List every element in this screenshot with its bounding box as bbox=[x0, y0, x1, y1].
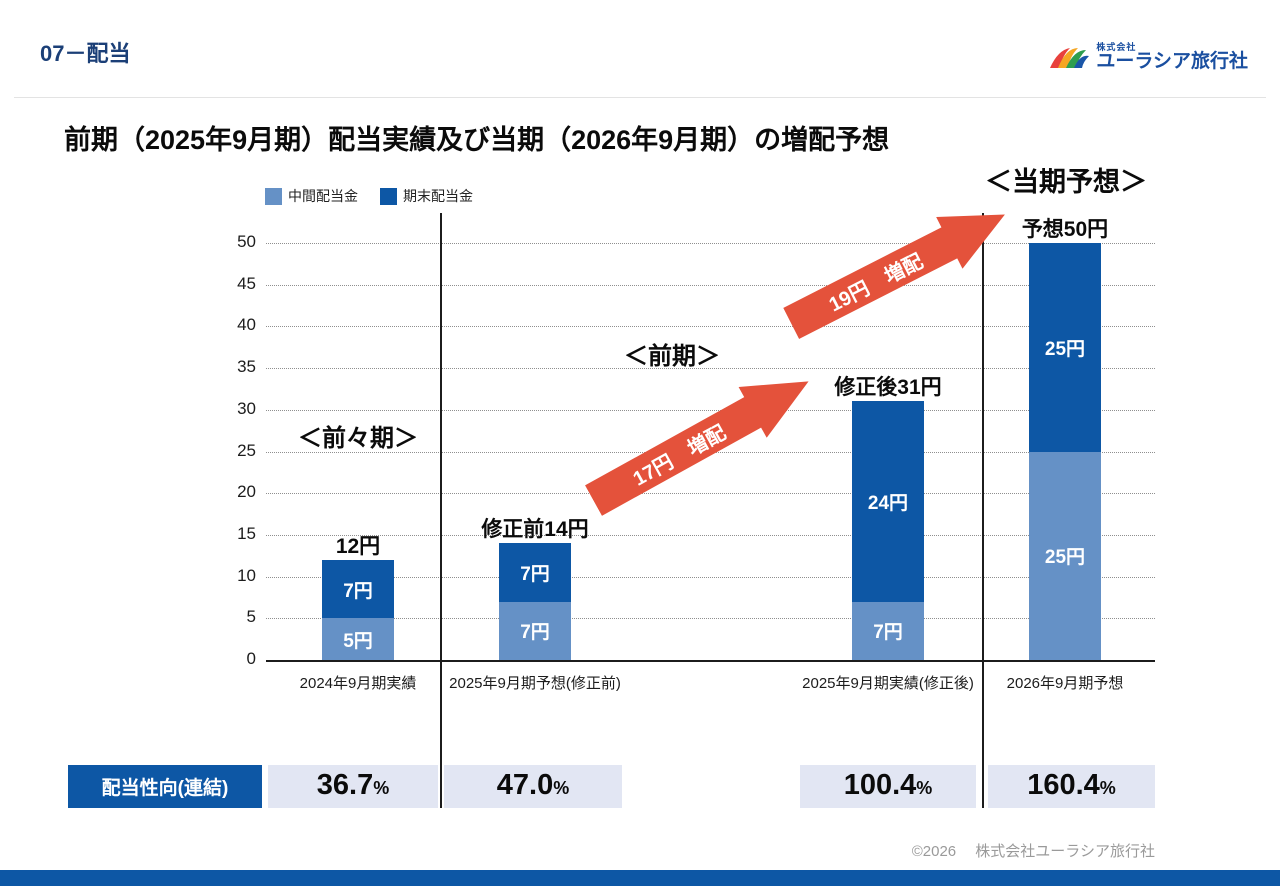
gridline bbox=[266, 243, 1155, 244]
bar-segment: 7円 bbox=[852, 601, 924, 660]
x-axis-label: 2025年9月期予想(修正前) bbox=[449, 675, 621, 692]
bar-segment-label: 7円 bbox=[520, 622, 550, 644]
percent-sign: % bbox=[373, 778, 390, 798]
percent-sign: % bbox=[553, 778, 570, 798]
y-axis-tick: 15 bbox=[237, 523, 256, 543]
x-axis-label: 2026年9月期予想 bbox=[1006, 675, 1124, 692]
payout-ratio-2024-value: 36.7 bbox=[316, 769, 374, 801]
bar-segment-label: 24円 bbox=[867, 493, 909, 515]
gridline bbox=[266, 493, 1155, 495]
gridline bbox=[266, 409, 1155, 411]
legend-label-interim: 中間配当金 bbox=[288, 188, 358, 204]
bar-total-label: 修正後31円 bbox=[834, 376, 942, 400]
bar-total-label: 12円 bbox=[335, 534, 381, 558]
x-axis-label: 2024年9月期実績 bbox=[299, 675, 417, 692]
chart-legend: 中間配当金 期末配当金 bbox=[265, 186, 473, 206]
bar-total-label: 予想50円 bbox=[1021, 218, 1109, 241]
legend-item-yearend: 期末配当金 bbox=[380, 186, 473, 206]
y-axis-tick: 10 bbox=[237, 565, 256, 585]
bar-segment-label: 25円 bbox=[1044, 338, 1086, 360]
yearend-dividend-swatch bbox=[380, 187, 397, 205]
bar-total-label: 修正前14円 bbox=[481, 518, 589, 542]
x-axis-label: 2025年9月期実績(修正後) bbox=[802, 675, 974, 692]
company-logo-icon bbox=[1050, 48, 1090, 68]
logo-company-type: 株式会社 bbox=[1096, 42, 1137, 52]
payout-ratio-2024: 36.7% bbox=[268, 765, 438, 808]
payout-ratio-2026-forecast: 160.4% bbox=[988, 765, 1155, 808]
percent-sign: % bbox=[1099, 778, 1116, 798]
legend-item-interim: 中間配当金 bbox=[265, 186, 358, 206]
y-axis-tick: 0 bbox=[246, 649, 256, 668]
y-axis-tick: 35 bbox=[237, 357, 256, 377]
y-axis-tick: 40 bbox=[237, 315, 256, 335]
bar-segment: 7円 bbox=[499, 543, 571, 602]
gridline bbox=[266, 284, 1155, 286]
gridline bbox=[266, 534, 1155, 536]
page-title: 前期（2025年9月期）配当実績及び当期（2026年9月期）の増配予想 bbox=[64, 125, 890, 155]
period-label-current: ＜当期予想＞ bbox=[985, 167, 1147, 197]
period-label-previous: ＜前期＞ bbox=[624, 343, 720, 370]
bar-segment-label: 7円 bbox=[873, 622, 903, 644]
y-axis-tick: 50 bbox=[237, 232, 256, 251]
x-axis-line bbox=[266, 660, 1155, 662]
bar-segment: 5円 bbox=[322, 618, 394, 660]
gridline bbox=[266, 368, 1155, 370]
payout-ratio-2025-actual-value: 100.4 bbox=[843, 769, 917, 801]
bar-segment: 7円 bbox=[322, 559, 394, 619]
gridline bbox=[266, 618, 1155, 620]
bar-segment: 7円 bbox=[499, 601, 571, 660]
period-divider-left bbox=[440, 213, 442, 808]
period-divider-right bbox=[982, 213, 984, 808]
bar-segment-label: 25円 bbox=[1044, 547, 1086, 569]
y-axis-tick: 20 bbox=[237, 482, 256, 502]
y-axis-tick: 45 bbox=[237, 273, 256, 293]
interim-dividend-swatch bbox=[265, 187, 282, 205]
header-divider bbox=[14, 97, 1266, 98]
payout-ratio-2025-forecast: 47.0% bbox=[444, 765, 622, 808]
gridline bbox=[266, 326, 1155, 328]
y-axis-tick: 30 bbox=[237, 398, 256, 418]
payout-ratio-row-label: 配当性向(連結) bbox=[68, 765, 262, 808]
footer-accent-bar bbox=[0, 870, 1280, 886]
section-label: 07－配当 bbox=[40, 41, 131, 66]
bar-segment-label: 7円 bbox=[520, 563, 550, 585]
percent-sign: % bbox=[916, 778, 933, 798]
bar-segment: 25円 bbox=[1029, 451, 1101, 660]
bar-segment: 24円 bbox=[852, 401, 924, 602]
legend-label-yearend: 期末配当金 bbox=[403, 188, 473, 204]
dividend-increase-arrow-1-label: 17円 増配 bbox=[629, 421, 730, 491]
bar-segment-label: 7円 bbox=[343, 580, 373, 602]
period-label-previous2: ＜前々期＞ bbox=[298, 425, 418, 452]
copyright: ©2026 株式会社ユーラシア旅行社 bbox=[911, 843, 1155, 860]
payout-ratio-2026-forecast-value: 160.4 bbox=[1027, 769, 1100, 801]
bar-segment-label: 5円 bbox=[343, 630, 373, 652]
payout-ratio-2025-forecast-value: 47.0 bbox=[496, 769, 554, 801]
y-axis-tick: 25 bbox=[237, 440, 256, 460]
y-axis-tick: 5 bbox=[246, 607, 256, 627]
dividend-increase-arrow-2-label: 19円 増配 bbox=[825, 250, 927, 317]
bar-segment: 25円 bbox=[1029, 243, 1101, 452]
company-logo: 株式会社 ユーラシア旅行社 bbox=[1048, 42, 1248, 72]
gridline bbox=[266, 576, 1155, 578]
payout-ratio-2025-actual: 100.4% bbox=[800, 765, 976, 808]
logo-company-name: ユーラシア旅行社 bbox=[1096, 51, 1248, 72]
